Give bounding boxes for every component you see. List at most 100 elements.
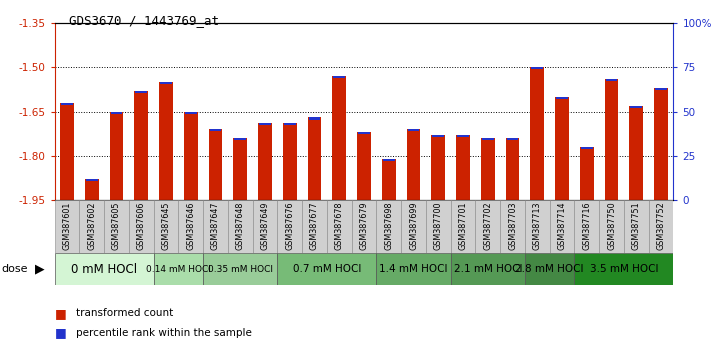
- Bar: [234, 138, 246, 140]
- Bar: [550, 200, 574, 253]
- Bar: [135, 91, 147, 93]
- Text: 1.4 mM HOCl: 1.4 mM HOCl: [379, 264, 448, 274]
- Bar: [253, 200, 277, 253]
- Bar: [61, 103, 73, 105]
- Text: GSM387716: GSM387716: [582, 202, 591, 250]
- Bar: [630, 105, 642, 108]
- Bar: [581, 147, 593, 149]
- Bar: [309, 118, 320, 120]
- Bar: [135, 91, 148, 200]
- Text: 0 mM HOCl: 0 mM HOCl: [71, 263, 137, 275]
- Bar: [184, 112, 197, 200]
- Bar: [79, 200, 104, 253]
- Bar: [110, 112, 123, 200]
- Bar: [481, 138, 494, 200]
- Bar: [531, 67, 543, 69]
- Text: ■: ■: [55, 326, 66, 339]
- Bar: [605, 79, 618, 200]
- Bar: [228, 200, 253, 253]
- Bar: [574, 253, 673, 285]
- Text: percentile rank within the sample: percentile rank within the sample: [76, 328, 253, 338]
- Text: GSM387713: GSM387713: [533, 202, 542, 250]
- Bar: [104, 200, 129, 253]
- Text: 0.35 mM HOCl: 0.35 mM HOCl: [207, 264, 273, 274]
- Text: GSM387605: GSM387605: [112, 202, 121, 250]
- Text: GSM387751: GSM387751: [632, 202, 641, 250]
- Bar: [426, 200, 451, 253]
- Bar: [85, 179, 98, 200]
- Text: GSM387678: GSM387678: [335, 202, 344, 250]
- Text: GDS3670 / 1443769_at: GDS3670 / 1443769_at: [69, 14, 219, 27]
- Bar: [159, 82, 173, 200]
- Bar: [203, 253, 277, 285]
- Bar: [357, 132, 371, 200]
- Bar: [277, 200, 302, 253]
- Bar: [55, 253, 154, 285]
- Text: GSM387648: GSM387648: [236, 202, 245, 250]
- Bar: [624, 200, 649, 253]
- Text: GSM387699: GSM387699: [409, 202, 418, 250]
- Text: GSM387606: GSM387606: [137, 202, 146, 250]
- Bar: [129, 200, 154, 253]
- Bar: [407, 129, 420, 200]
- Bar: [531, 67, 544, 200]
- Bar: [352, 200, 376, 253]
- Bar: [154, 200, 178, 253]
- Bar: [308, 118, 321, 200]
- Bar: [60, 103, 74, 200]
- Text: 3.5 mM HOCl: 3.5 mM HOCl: [590, 264, 658, 274]
- Bar: [111, 112, 122, 114]
- Bar: [451, 200, 475, 253]
- Bar: [457, 135, 469, 137]
- Bar: [482, 138, 494, 140]
- Bar: [302, 200, 327, 253]
- Bar: [599, 200, 624, 253]
- Text: GSM387601: GSM387601: [63, 202, 71, 250]
- Bar: [376, 200, 401, 253]
- Bar: [456, 135, 470, 200]
- Bar: [451, 253, 525, 285]
- Bar: [507, 138, 518, 140]
- Text: GSM387700: GSM387700: [434, 202, 443, 250]
- Bar: [86, 179, 98, 182]
- Bar: [408, 129, 419, 131]
- Text: 0.7 mM HOCl: 0.7 mM HOCl: [293, 264, 361, 274]
- Bar: [432, 135, 445, 200]
- Bar: [654, 88, 668, 200]
- Bar: [283, 123, 296, 200]
- Bar: [606, 79, 617, 81]
- Text: GSM387750: GSM387750: [607, 202, 616, 250]
- Bar: [500, 200, 525, 253]
- Bar: [209, 129, 222, 200]
- Text: GSM387676: GSM387676: [285, 202, 294, 250]
- Bar: [525, 200, 550, 253]
- Text: GSM387647: GSM387647: [211, 202, 220, 250]
- Text: ▶: ▶: [35, 263, 44, 275]
- Text: GSM387703: GSM387703: [508, 202, 517, 250]
- Bar: [178, 200, 203, 253]
- Bar: [333, 76, 346, 200]
- Bar: [574, 200, 599, 253]
- Bar: [234, 138, 247, 200]
- Bar: [382, 159, 395, 200]
- Bar: [284, 123, 296, 125]
- Text: GSM387677: GSM387677: [310, 202, 319, 250]
- Text: GSM387714: GSM387714: [558, 202, 566, 250]
- Bar: [555, 97, 569, 200]
- Text: GSM387702: GSM387702: [483, 202, 492, 250]
- Bar: [203, 200, 228, 253]
- Bar: [185, 112, 197, 114]
- Text: 2.1 mM HOCl: 2.1 mM HOCl: [454, 264, 522, 274]
- Text: GSM387752: GSM387752: [657, 202, 665, 250]
- Bar: [358, 132, 370, 134]
- Bar: [630, 105, 643, 200]
- Text: transformed count: transformed count: [76, 308, 174, 318]
- Bar: [160, 82, 172, 84]
- Text: GSM387649: GSM387649: [261, 202, 269, 250]
- Bar: [475, 200, 500, 253]
- Bar: [376, 253, 451, 285]
- Bar: [258, 123, 272, 200]
- Bar: [432, 135, 444, 137]
- Text: GSM387646: GSM387646: [186, 202, 195, 250]
- Text: GSM387701: GSM387701: [459, 202, 467, 250]
